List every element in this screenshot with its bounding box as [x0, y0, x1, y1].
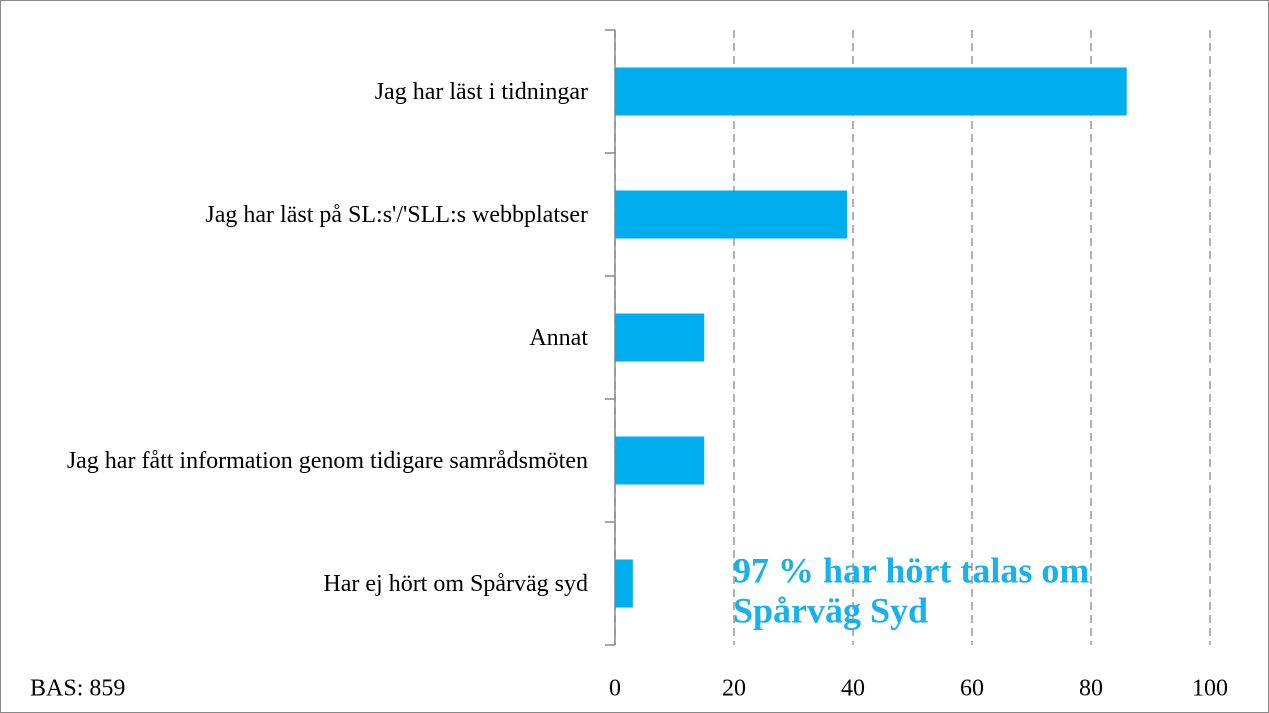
bar — [615, 436, 705, 485]
bar — [615, 190, 848, 239]
x-tick-label: 60 — [960, 676, 984, 702]
y-tick-label: Jag har läst på SL:s'/'SLL:s webbplatser — [205, 201, 588, 228]
x-tick-label: 80 — [1079, 676, 1103, 702]
x-tick-label: 0 — [609, 676, 621, 702]
x-tick-label: 100 — [1192, 676, 1228, 702]
y-tick-label: Har ej hört om Spårväg syd — [323, 570, 588, 597]
annotation: Spårväg Syd — [733, 590, 928, 630]
y-tick-label: Annat — [529, 324, 588, 351]
x-tick-label: 20 — [722, 676, 746, 702]
y-tick-label: Jag har fått information genom tidigare … — [66, 447, 588, 474]
x-tick-label: 40 — [841, 676, 865, 702]
y-tick-label: Jag har läst i tidningar — [374, 78, 588, 105]
annotation: 97 % har hört talas om — [733, 550, 1089, 590]
bar — [615, 313, 705, 362]
bar — [615, 559, 633, 608]
bar — [615, 67, 1127, 116]
base-note: BAS: 859 — [30, 676, 125, 702]
